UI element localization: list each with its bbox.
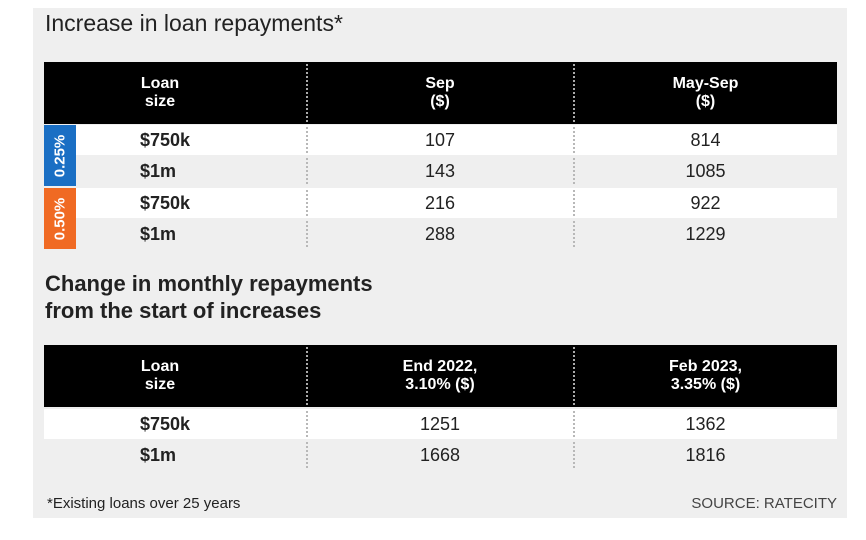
footnote: *Existing loans over 25 years: [47, 495, 241, 512]
table-row: $1m 288 1229: [44, 219, 837, 249]
rate-label: 0.50%: [51, 197, 69, 240]
table1-header-sep: Sep ($): [425, 75, 455, 110]
column-divider: [306, 64, 308, 122]
column-divider: [573, 411, 575, 437]
table2-title: Change in monthly repayments from the st…: [45, 271, 373, 323]
table-row: $1m 1668 1816: [44, 440, 837, 470]
column-divider: [306, 442, 308, 468]
table2-header-loan-size: Loan size: [140, 358, 180, 393]
column-divider: [306, 190, 308, 216]
column-divider: [306, 127, 308, 153]
end-2022-cell: 1668: [419, 445, 461, 465]
feb-2023-cell: 1816: [685, 445, 726, 465]
loan-size-cell: $1m: [140, 445, 177, 465]
table1-header: Loan size Sep ($) May-Sep ($): [44, 62, 837, 124]
table2-header-feb-2023: Feb 2023, 3.35% ($): [669, 358, 742, 393]
loan-size-cell: $1m: [140, 161, 177, 181]
table-row: $1m 143 1085: [44, 156, 837, 186]
table2-header: Loan size End 2022, 3.10% ($) Feb 2023, …: [44, 345, 837, 407]
may-sep-cell: 814: [690, 130, 721, 150]
column-divider: [573, 221, 575, 247]
rate-label: 0.25%: [51, 134, 69, 177]
table1-header-may-sep: May-Sep ($): [672, 75, 739, 110]
table1-header-loan-size: Loan size: [140, 75, 180, 110]
sep-cell: 143: [424, 161, 456, 181]
column-divider: [573, 64, 575, 122]
table-row: $750k 216 922: [44, 188, 837, 218]
sep-cell: 216: [424, 193, 456, 213]
column-divider: [573, 158, 575, 184]
loan-size-cell: $1m: [140, 224, 177, 244]
rate-badge-025: 0.25%: [44, 125, 76, 186]
table-row: $750k 1251 1362: [44, 409, 837, 439]
sep-cell: 288: [424, 224, 456, 244]
source-credit: SOURCE: RATECITY: [691, 495, 837, 512]
column-divider: [306, 347, 308, 405]
loan-size-cell: $750k: [140, 414, 191, 434]
loan-size-cell: $750k: [140, 130, 191, 150]
table1-title: Increase in loan repayments*: [45, 10, 343, 36]
column-divider: [306, 411, 308, 437]
column-divider: [306, 221, 308, 247]
column-divider: [573, 190, 575, 216]
may-sep-cell: 1085: [685, 161, 726, 181]
column-divider: [573, 347, 575, 405]
table2-header-end-2022: End 2022, 3.10% ($): [402, 358, 478, 393]
rate-badge-050: 0.50%: [44, 188, 76, 249]
sep-cell: 107: [424, 130, 456, 150]
loan-size-cell: $750k: [140, 193, 191, 213]
may-sep-cell: 922: [690, 193, 721, 213]
column-divider: [573, 442, 575, 468]
table-row: $750k 107 814: [44, 125, 837, 155]
end-2022-cell: 1251: [419, 414, 461, 434]
column-divider: [306, 158, 308, 184]
column-divider: [573, 127, 575, 153]
may-sep-cell: 1229: [685, 224, 726, 244]
feb-2023-cell: 1362: [685, 414, 726, 434]
